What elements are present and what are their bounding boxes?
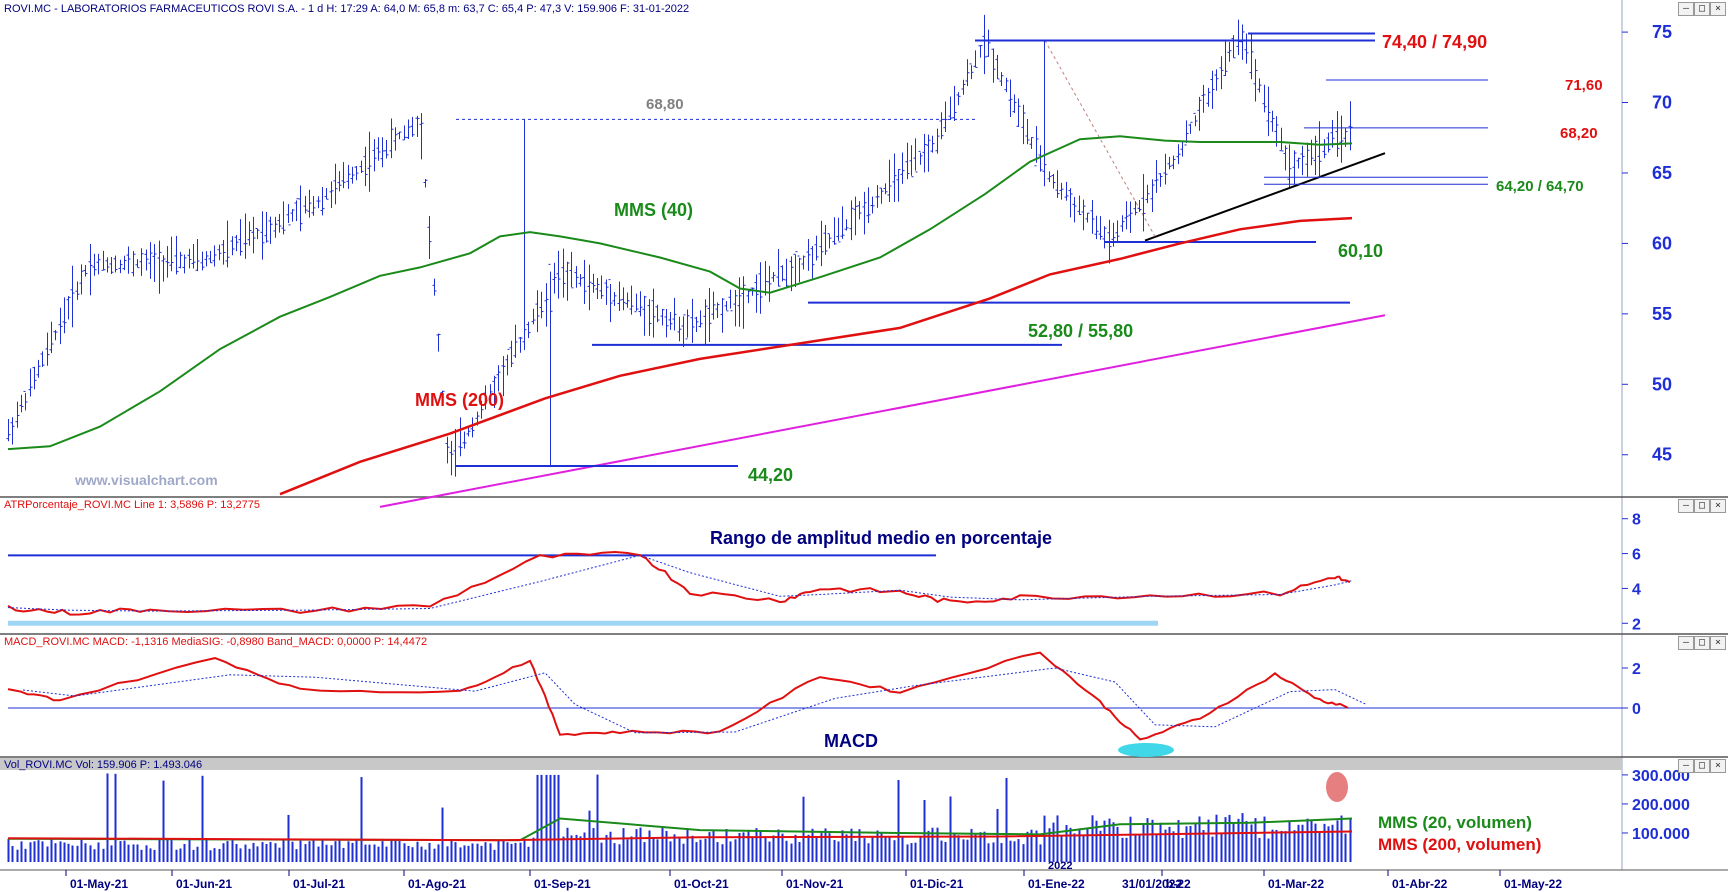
x-tick-label: 01-Jul-21 [293,877,345,891]
macd-header: MACD_ROVI.MC MACD: -1,1316 MediaSIG: -0,… [4,636,427,648]
atr-minimize-button[interactable]: – [1678,499,1694,513]
atr-restore-button[interactable]: □ [1694,499,1710,513]
macd-minimize-button[interactable]: – [1678,636,1694,650]
y-tick-label: 65 [1652,163,1672,183]
restore-button[interactable]: □ [1694,2,1710,16]
price-header: ROVI.MC - LABORATORIOS FARMACEUTICOS ROV… [4,3,689,15]
vol-mms20-line [7,817,1353,842]
y-tick-label: 45 [1652,445,1672,465]
ann-mms200: MMS (200) [415,390,504,410]
ann-68-20: 68,20 [1560,125,1598,142]
x-tick-label: 01-Jun-21 [176,877,232,891]
atr-y-tick-label: 2 [1632,616,1641,633]
x-tick-label: 01-Ago-21 [408,877,466,891]
volume-spike-highlight [1326,772,1348,802]
atr-signal-line [7,554,1353,612]
ann-71-60: 71,60 [1565,77,1603,94]
y-tick-label: 60 [1652,233,1672,253]
x-tick-label: 01-Abr-22 [1392,877,1448,891]
vol-close-button[interactable]: × [1710,759,1726,773]
year-marker: 2022 [1048,860,1072,872]
vol-restore-button[interactable]: □ [1694,759,1710,773]
ann-44-20: 44,20 [748,465,793,485]
vol-y-tick-label: 200.000 [1632,797,1690,814]
vol-legend-mms20: MMS (20, volumen) [1378,813,1532,832]
y-tick-label: 70 [1652,93,1672,113]
vol-header: Vol_ROVI.MC Vol: 159.906 P: 1.493.046 [4,759,202,771]
macd-y-tick-label: 0 [1632,701,1641,718]
y-tick-label: 50 [1652,374,1672,394]
vol-y-tick-label: 300.000 [1632,768,1690,785]
atr-y-tick-label: 4 [1632,581,1641,598]
minimize-button[interactable]: – [1678,2,1694,16]
close-button[interactable]: × [1710,2,1726,16]
x-tick-label: 01-Nov-21 [786,877,844,891]
vol-y-tick-label: 100.000 [1632,826,1690,843]
macd-title: MACD [824,731,878,751]
ann-60-10: 60,10 [1338,241,1383,261]
macd-restore-button[interactable]: □ [1694,636,1710,650]
x-tick-label: 01-May-22 [1504,877,1562,891]
x-tick-label: 01-Sep-21 [534,877,591,891]
ann-68-80: 68,80 [646,96,684,113]
x-tick-label: 01-Mar-22 [1268,877,1324,891]
vol-mms200-line [7,830,1353,842]
macd-close-button[interactable]: × [1710,636,1726,650]
macd-signal-line [22,667,1368,734]
macd-low-highlight [1118,743,1174,757]
ann-mms40: MMS (40) [614,200,693,220]
x-tick-label: 01-May-21 [70,877,128,891]
support-trend-line [1144,152,1386,242]
y-tick-label: 55 [1652,304,1672,324]
atr-y-tick-label: 6 [1632,547,1641,564]
macd-y-tick-label: 2 [1632,661,1641,678]
mms40-line [7,135,1353,451]
ann-52-80-55-80: 52,80 / 55,80 [1028,321,1133,341]
x-tick-label: 01-Ene-22 [1028,877,1085,891]
descending-dashed-line [1044,40,1156,237]
mms200-line [279,216,1353,496]
atr-close-button[interactable]: × [1710,499,1726,513]
atr-y-tick-label: 8 [1632,512,1641,529]
atr-title: Rango de amplitud medio en porcentaje [710,528,1052,548]
y-tick-label: 75 [1652,22,1672,42]
ann-74-40-74-90: 74,40 / 74,90 [1382,32,1487,52]
x-tick-label: 01-Oct-21 [674,877,729,891]
x-tick-label: b-22 [1166,877,1191,891]
vol-minimize-button[interactable]: – [1678,759,1694,773]
x-tick-label: 01-Dic-21 [910,877,964,891]
atr-header: ATRPorcentaje_ROVI.MC Line 1: 3,5896 P: … [4,499,260,511]
ann-64-20-64-70: 64,20 / 64,70 [1496,178,1584,195]
trend-line-magenta [379,314,1386,508]
watermark: www.visualchart.com [74,472,218,488]
macd-line [7,651,1349,741]
vol-legend-mms200: MMS (200, volumen) [1378,835,1541,854]
cursor-date: 31/01/2022 [1122,877,1182,891]
